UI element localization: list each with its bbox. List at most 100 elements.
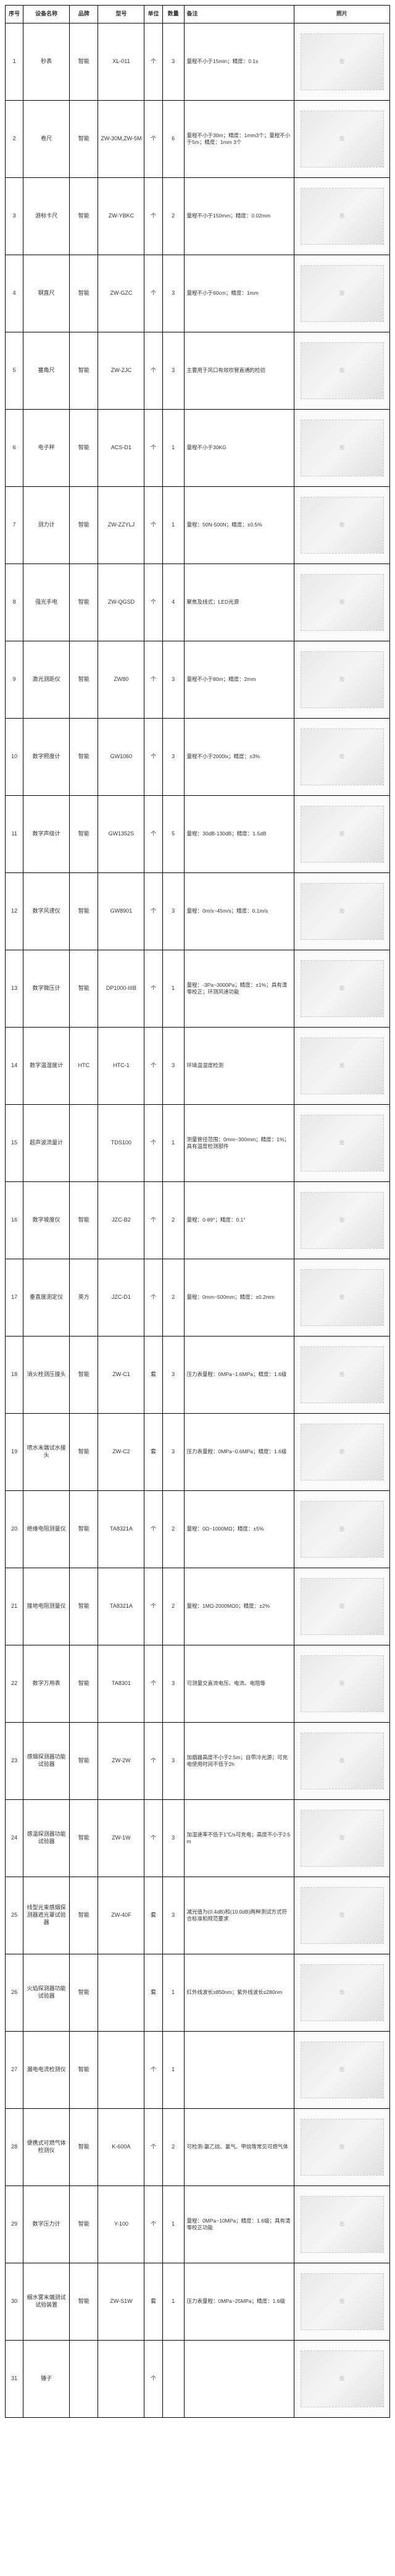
cell-model: ACS-D1 — [98, 410, 144, 487]
cell-model: JZC-D1 — [98, 1259, 144, 1337]
cell-remark: 红外线波长≥850nm；紫外线波长≤280nm — [184, 1954, 294, 2032]
cell-model: ZW-2W — [98, 1723, 144, 1800]
cell-photo: 图 — [294, 2186, 390, 2263]
table-row: 19喷水末端试水接头智能ZW-C2套3压力表量程：0MPa~0.6MPa；精度：… — [6, 1414, 390, 1491]
cell-unit: 个 — [144, 719, 162, 796]
cell-brand — [70, 2341, 98, 2418]
table-row: 30细水雾末端测试试验装置智能ZW-S1W套1压力表量程：0MPa~25MPa；… — [6, 2263, 390, 2341]
cell-brand: 智能 — [70, 332, 98, 410]
cell-unit: 个 — [144, 2186, 162, 2263]
cell-brand: 智能 — [70, 2186, 98, 2263]
cell-unit: 个 — [144, 2341, 162, 2418]
cell-qty: 3 — [162, 1028, 184, 1105]
cell-seq: 29 — [6, 2186, 23, 2263]
photo-placeholder: 图 — [301, 497, 384, 554]
cell-remark: 主要用于风口有效吹管直通的检验 — [184, 332, 294, 410]
cell-brand: 智能 — [70, 2263, 98, 2341]
cell-unit: 套 — [144, 1877, 162, 1954]
cell-model — [98, 2341, 144, 2418]
cell-brand: 智能 — [70, 1182, 98, 1259]
cell-brand — [70, 1105, 98, 1182]
cell-name: 便携式可燃气体检测仪 — [23, 2109, 70, 2186]
cell-model: ZW-S1W — [98, 2263, 144, 2341]
cell-seq: 1 — [6, 23, 23, 101]
header-qty: 数量 — [162, 6, 184, 23]
photo-placeholder: 图 — [301, 1037, 384, 1094]
cell-remark: 量程：0MPa~10MPa；精度：1.6级；具有清零校正功能 — [184, 2186, 294, 2263]
photo-placeholder: 图 — [301, 188, 384, 245]
cell-remark: 量程：0mm~500mm；精度：±0.2mm — [184, 1259, 294, 1337]
cell-photo: 图 — [294, 796, 390, 873]
cell-name: 火焰探测器功能试验器 — [23, 1954, 70, 2032]
cell-model: TA8301 — [98, 1645, 144, 1723]
cell-seq: 10 — [6, 719, 23, 796]
cell-qty: 3 — [162, 1877, 184, 1954]
table-row: 5塞角尺智能ZW-ZJC个3主要用于风口有效吹管直通的检验图 — [6, 332, 390, 410]
cell-qty: 3 — [162, 719, 184, 796]
cell-brand: 智能 — [70, 1877, 98, 1954]
cell-name: 消火栓测压接头 — [23, 1337, 70, 1414]
cell-seq: 2 — [6, 101, 23, 178]
cell-name: 数字照度计 — [23, 719, 70, 796]
cell-brand: 智能 — [70, 1491, 98, 1568]
cell-remark: 压力表量程：0MPa~1.6MPa；精度：1.6级 — [184, 1337, 294, 1414]
cell-brand: 智能 — [70, 2109, 98, 2186]
cell-name: 漏电电流检测仪 — [23, 2032, 70, 2109]
cell-qty: 1 — [162, 2186, 184, 2263]
cell-unit: 个 — [144, 1259, 162, 1337]
table-row: 16数字坡度仪智能JZC-B2个2量程：0-89°；精度：0.1°图 — [6, 1182, 390, 1259]
cell-seq: 26 — [6, 1954, 23, 2032]
table-row: 8强光手电智能ZW-QGSD个4聚焦及线式；LED光源图 — [6, 564, 390, 641]
cell-qty: 4 — [162, 564, 184, 641]
cell-unit: 个 — [144, 1800, 162, 1877]
table-row: 10数字照度计智能GW1060个3量程不小于2000lx；精度：±3%图 — [6, 719, 390, 796]
cell-seq: 22 — [6, 1645, 23, 1723]
cell-model: K-600A — [98, 2109, 144, 2186]
cell-remark: 量程不小于30m；精度：1mm3个；量程不小于5m；精度：1mm 3个 — [184, 101, 294, 178]
table-row: 9激光测距仪智能ZW80个3量程不小于80m；精度：2mm图 — [6, 641, 390, 719]
cell-seq: 7 — [6, 487, 23, 564]
cell-unit: 个 — [144, 796, 162, 873]
cell-unit: 个 — [144, 178, 162, 255]
photo-placeholder: 图 — [301, 2119, 384, 2176]
cell-name: 强光手电 — [23, 564, 70, 641]
cell-brand: HTC — [70, 1028, 98, 1105]
header-unit: 单位 — [144, 6, 162, 23]
table-row: 17垂直度测定仪英方JZC-D1个2量程：0mm~500mm；精度：±0.2mm… — [6, 1259, 390, 1337]
table-row: 3游标卡尺智能ZW-YBKC个2量程不小于150mm；精度：0.02mm图 — [6, 178, 390, 255]
cell-photo: 图 — [294, 719, 390, 796]
cell-remark: 量程：30dB-130dB；精度：1.5dB — [184, 796, 294, 873]
cell-seq: 18 — [6, 1337, 23, 1414]
cell-name: 数字万用表 — [23, 1645, 70, 1723]
table-row: 28便携式可燃气体检测仪智能K-600A个2可检测-氯乙烷、氯气、甲烷等常见可燃… — [6, 2109, 390, 2186]
cell-remark: 量程：0-89°；精度：0.1° — [184, 1182, 294, 1259]
photo-placeholder: 图 — [301, 2196, 384, 2253]
cell-remark: 聚焦及线式；LED光源 — [184, 564, 294, 641]
cell-name: 秒表 — [23, 23, 70, 101]
photo-placeholder: 图 — [301, 960, 384, 1017]
cell-name: 感温探测器功能试验器 — [23, 1800, 70, 1877]
cell-remark: 可检测-氯乙烷、氯气、甲烷等常见可燃气体 — [184, 2109, 294, 2186]
cell-photo: 图 — [294, 950, 390, 1028]
photo-placeholder: 图 — [301, 33, 384, 90]
header-brand: 品牌 — [70, 6, 98, 23]
cell-unit: 个 — [144, 564, 162, 641]
cell-qty: 3 — [162, 1414, 184, 1491]
cell-unit: 个 — [144, 1105, 162, 1182]
cell-qty: 5 — [162, 796, 184, 873]
cell-brand: 英方 — [70, 1259, 98, 1337]
cell-seq: 23 — [6, 1723, 23, 1800]
cell-photo: 图 — [294, 2263, 390, 2341]
cell-unit: 个 — [144, 641, 162, 719]
cell-name: 超声波流量计 — [23, 1105, 70, 1182]
cell-model: HTC-1 — [98, 1028, 144, 1105]
cell-seq: 14 — [6, 1028, 23, 1105]
photo-placeholder: 图 — [301, 1192, 384, 1249]
cell-name: 数字声级计 — [23, 796, 70, 873]
equipment-table: 序号 设备名称 品牌 型号 单位 数量 备注 照片 1秒表智能XL-011个3量… — [5, 5, 390, 2418]
cell-photo: 图 — [294, 487, 390, 564]
cell-model: TDS100 — [98, 1105, 144, 1182]
cell-model: GW1352S — [98, 796, 144, 873]
cell-seq: 3 — [6, 178, 23, 255]
cell-photo: 图 — [294, 178, 390, 255]
